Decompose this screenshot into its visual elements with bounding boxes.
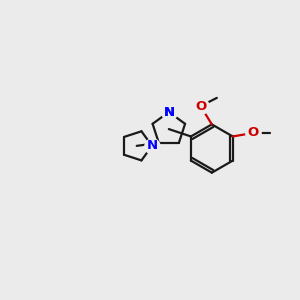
Text: O: O	[248, 126, 259, 140]
Text: N: N	[163, 106, 174, 118]
Text: N: N	[163, 106, 174, 118]
Text: N: N	[146, 140, 158, 152]
Text: O: O	[195, 100, 206, 112]
